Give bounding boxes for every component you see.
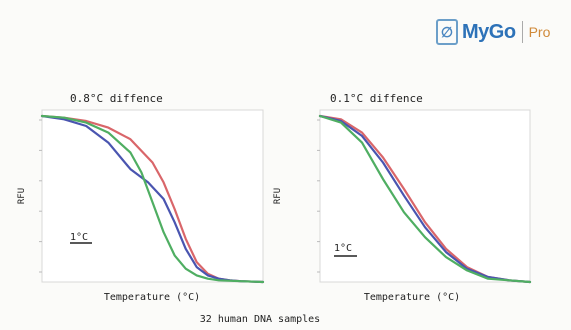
y-axis-label: RFU	[17, 188, 27, 204]
y-axis-label: RFU	[273, 188, 283, 204]
series-line-2	[318, 114, 532, 284]
logo-name: MyGo	[462, 20, 516, 43]
scale-bar-label: 1°C	[334, 243, 352, 254]
scale-bar-label: 1°C	[70, 232, 88, 243]
logo-mark-icon: ∅	[436, 19, 458, 45]
chart-right: 0.1°C diffence RFU Temperature (°C) 1°C	[273, 92, 532, 303]
x-axis-label: Temperature (°C)	[364, 292, 460, 303]
x-axis-label: Temperature (°C)	[104, 292, 200, 303]
series-line-2	[40, 114, 265, 284]
logo-sub: Pro	[528, 24, 551, 40]
plot-area	[319, 109, 531, 283]
chart-title: 0.8°C diffence	[70, 92, 163, 105]
figure-caption: 32 human DNA samples	[199, 314, 321, 325]
chart-left: 0.8°C diffence RFU Temperature (°C) 1°C	[17, 92, 265, 303]
plot-area	[41, 109, 264, 283]
series-line-1	[318, 114, 532, 284]
logo-divider	[521, 21, 523, 43]
brand-logo: ∅ MyGo Pro	[436, 17, 550, 47]
chart-title: 0.1°C diffence	[330, 92, 423, 105]
